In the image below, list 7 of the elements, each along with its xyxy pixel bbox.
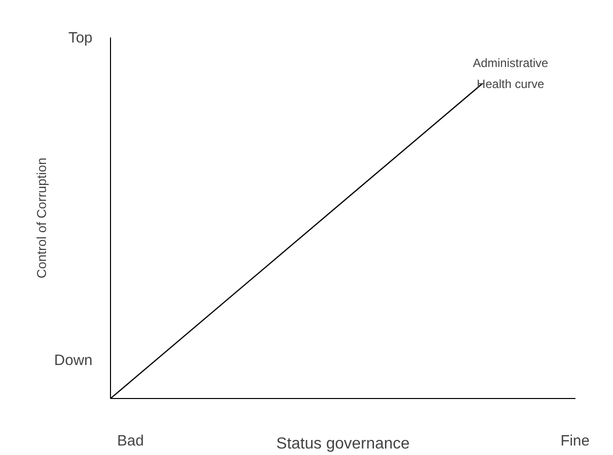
- text: Top: [68, 29, 93, 46]
- text: Fine: [560, 432, 590, 450]
- y-axis-title: Control of Corruption: [34, 158, 50, 278]
- annotation: Administrative Health curve: [472, 56, 549, 91]
- text: Down: [54, 352, 93, 370]
- x-axis-title: Status governance: [276, 436, 410, 452]
- text: Bad: [117, 432, 144, 450]
